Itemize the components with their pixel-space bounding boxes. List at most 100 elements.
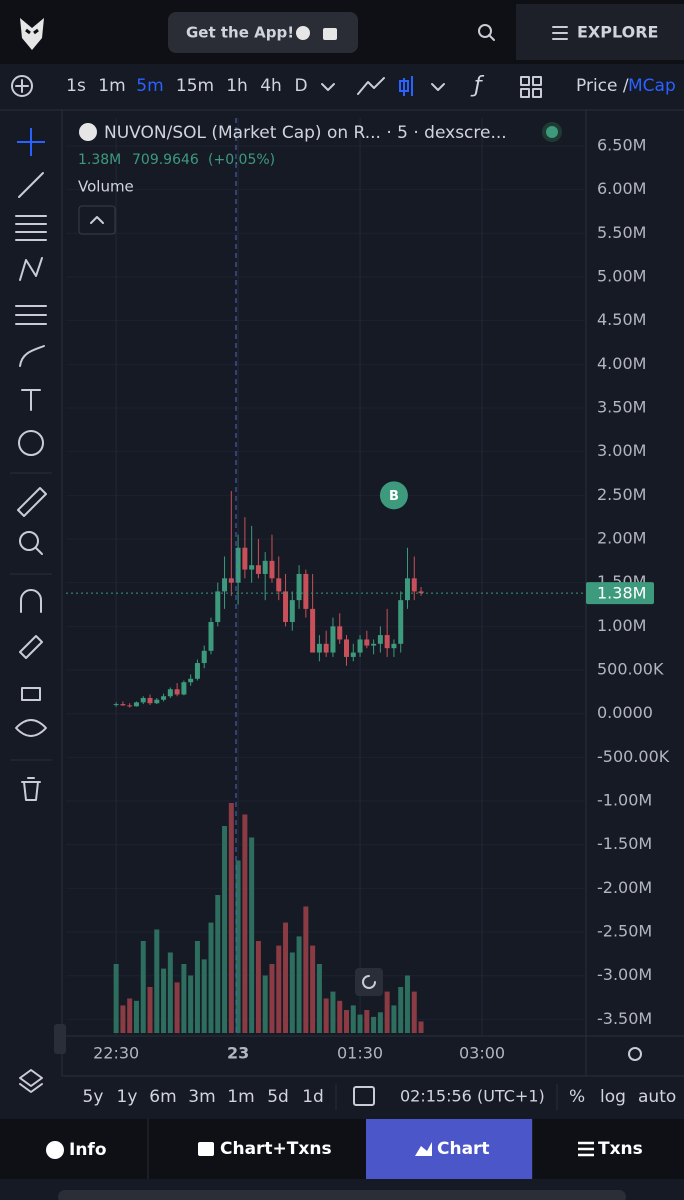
candle-body xyxy=(391,643,397,649)
range-button[interactable]: 5d xyxy=(267,1087,289,1107)
text-tool[interactable] xyxy=(21,389,41,411)
collapse-button[interactable] xyxy=(78,205,116,235)
line-type-icon[interactable] xyxy=(357,77,385,95)
volume-bar xyxy=(296,936,302,1033)
info-tab[interactable]: Info xyxy=(69,1140,107,1160)
range-button[interactable]: 6m xyxy=(149,1087,176,1107)
volume-bar xyxy=(208,922,214,1033)
chevron[interactable] xyxy=(321,83,335,91)
range-button[interactable]: 1y xyxy=(117,1087,138,1107)
volume-bar xyxy=(411,991,417,1033)
hide-tool[interactable] xyxy=(15,719,47,737)
price-toggle[interactable]: Price / xyxy=(576,76,629,96)
volume-bar xyxy=(147,987,153,1033)
logo[interactable] xyxy=(20,18,44,50)
chart-txns-tab[interactable]: Chart+Txns xyxy=(220,1139,332,1159)
candle-body xyxy=(418,591,424,594)
collapse-handle[interactable] xyxy=(54,1024,66,1054)
interval-button[interactable]: 1h xyxy=(226,76,248,96)
y-tick-label: 500.00K xyxy=(597,660,664,679)
candle-body xyxy=(330,626,336,653)
txns-tab[interactable]: Txns xyxy=(598,1139,643,1159)
range-button[interactable]: 1m xyxy=(227,1087,254,1107)
volume-group xyxy=(113,803,424,1033)
interval-button[interactable]: 1m xyxy=(98,76,125,96)
brush-tool[interactable] xyxy=(19,345,45,367)
add-icon-plus xyxy=(15,79,29,93)
status-dot xyxy=(546,126,558,138)
trade-marker[interactable] xyxy=(379,481,408,510)
candle-body xyxy=(411,578,417,592)
candle-body xyxy=(120,704,126,706)
android-icon xyxy=(323,28,337,40)
search-icon-handle xyxy=(488,34,495,41)
volume-bar xyxy=(181,964,187,1033)
candle-body xyxy=(255,565,261,574)
get-app-button[interactable] xyxy=(168,12,358,53)
indicators-icon[interactable]: ƒ xyxy=(470,73,485,98)
candle-body xyxy=(140,697,146,703)
interval-button[interactable]: D xyxy=(294,76,307,96)
pattern-tool[interactable] xyxy=(19,257,43,281)
range-group: 5y 1y 6m 3m 1m 5d 1d xyxy=(83,1087,324,1107)
prediction-tool[interactable] xyxy=(15,305,47,325)
chart-tab[interactable]: Chart xyxy=(437,1139,490,1159)
volume-bar xyxy=(127,998,133,1033)
candle-body xyxy=(242,547,248,570)
interval-button[interactable]: 1s xyxy=(66,76,86,96)
interval-button[interactable]: 15m xyxy=(176,76,214,96)
magnet-tool[interactable] xyxy=(20,589,42,613)
legend-value: 1.38M xyxy=(78,152,121,168)
lock-tool[interactable] xyxy=(21,687,41,701)
interval-button[interactable]: 4h xyxy=(260,76,282,96)
y-tick-label: 0.0000 xyxy=(597,703,653,722)
volume-bar xyxy=(398,987,404,1033)
candle-body xyxy=(303,573,309,609)
explore-button[interactable] xyxy=(516,4,684,60)
crosshair-tool[interactable] xyxy=(17,128,45,156)
candle-body xyxy=(371,643,377,646)
volume-bar xyxy=(384,991,390,1033)
layers-icon[interactable] xyxy=(19,1069,43,1093)
y-tick-label: -3.00M xyxy=(597,965,652,984)
range-button[interactable]: 1d xyxy=(302,1087,324,1107)
auto-toggle[interactable]: auto xyxy=(638,1087,676,1107)
volume-bar xyxy=(344,1010,350,1033)
emoji-tool[interactable] xyxy=(18,430,44,456)
candle-body xyxy=(350,652,356,657)
date-range-icon[interactable] xyxy=(353,1086,375,1106)
candle-body xyxy=(289,600,295,622)
trendline-tool[interactable] xyxy=(18,172,44,198)
volume-bar xyxy=(323,998,329,1033)
lock-drawing-tool[interactable] xyxy=(19,635,43,659)
chevron[interactable] xyxy=(431,83,445,91)
layout-icon[interactable] xyxy=(520,76,542,98)
volume-bar xyxy=(161,968,167,1033)
percent-toggle[interactable]: % xyxy=(569,1087,585,1107)
pair-icon xyxy=(79,123,97,141)
settings-icon[interactable] xyxy=(628,1047,642,1061)
search-icon[interactable] xyxy=(478,24,492,38)
chart-tab-bg[interactable] xyxy=(366,1119,532,1179)
add-icon[interactable] xyxy=(11,75,33,97)
chart-txns-icon xyxy=(198,1142,214,1156)
interval-button[interactable]: 5m xyxy=(136,76,163,96)
fib-tool[interactable] xyxy=(15,215,47,241)
candle-body xyxy=(323,643,329,653)
mcap-toggle[interactable]: MCap xyxy=(628,76,676,96)
range-button[interactable]: 3m xyxy=(188,1087,215,1107)
range-button[interactable]: 5y xyxy=(83,1087,104,1107)
zoom-tool[interactable] xyxy=(19,531,39,551)
candle-body xyxy=(161,696,167,700)
reset-button[interactable] xyxy=(355,968,383,996)
volume-bar xyxy=(174,982,180,1033)
candle-body xyxy=(364,639,370,646)
clock[interactable]: 02:15:56 (UTC+1) xyxy=(400,1087,545,1106)
ruler-tool[interactable] xyxy=(17,487,47,517)
volume-bar xyxy=(194,941,200,1033)
volume-bar xyxy=(276,945,282,1033)
volume-bar xyxy=(350,1005,356,1033)
candle-body xyxy=(181,682,187,695)
delete-tool[interactable] xyxy=(21,777,41,801)
log-toggle[interactable]: log xyxy=(600,1087,626,1107)
